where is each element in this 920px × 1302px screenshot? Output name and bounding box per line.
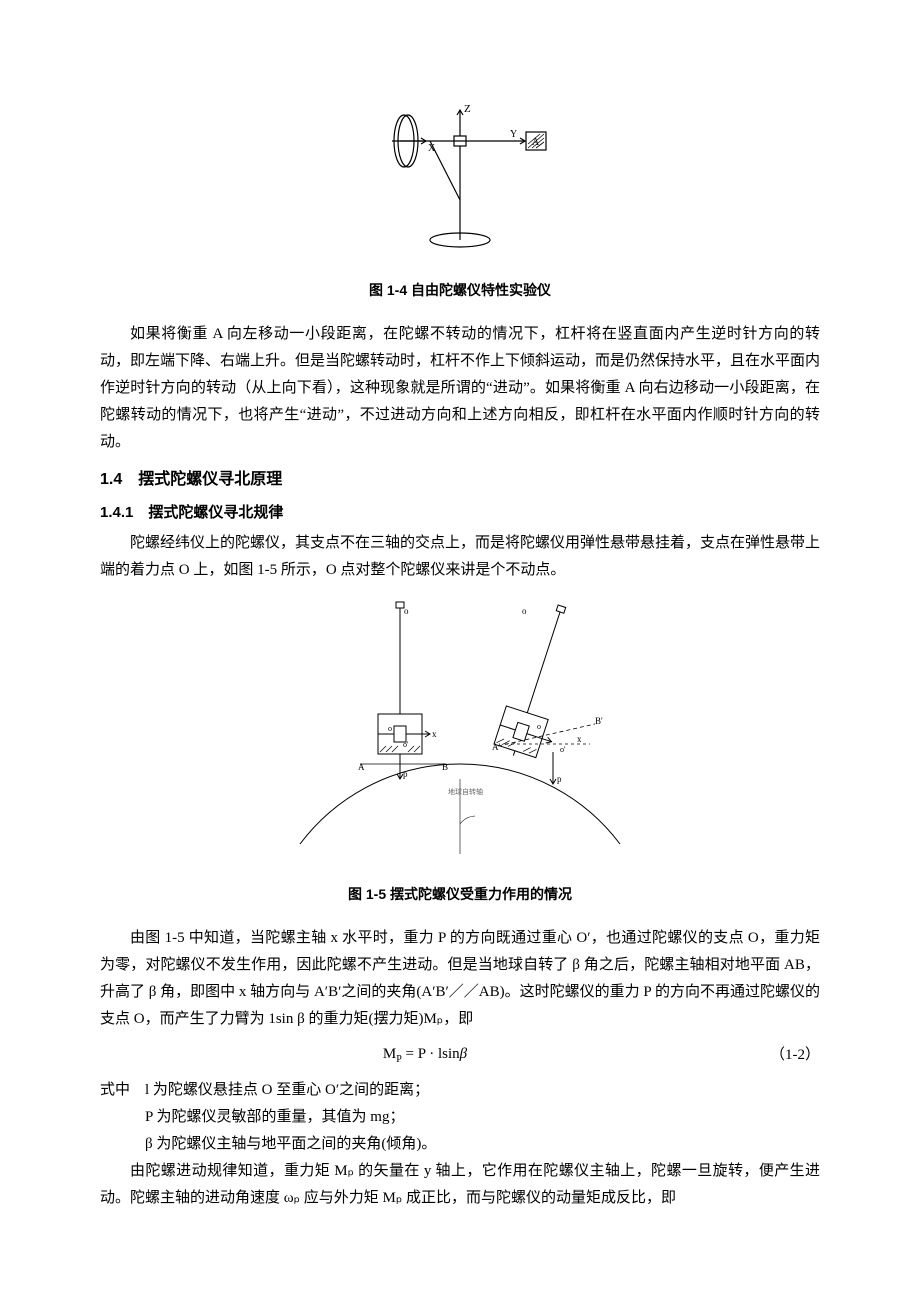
label-a-prime: A': [492, 742, 500, 752]
paragraph-gravity-moment: 由图 1-5 中知道，当陀螺主轴 x 水平时，重力 P 的方向既通过重心 O′，…: [100, 925, 820, 1033]
label-y: Y: [510, 129, 517, 140]
label-o-left-top: o: [404, 606, 409, 616]
def-line-beta: β 为陀螺仪主轴与地平面之间的夹角(倾角)。: [100, 1131, 820, 1158]
pendulum-gyro-earth-svg: o o x o' p A B o o x o' p A' B' 地球自转轴: [250, 594, 670, 864]
figure-1-4-caption: 图 1-4 自由陀螺仪特性实验仪: [100, 278, 820, 303]
label-o-right-top: o: [522, 606, 527, 616]
def-line-l: 式中 l 为陀螺仪悬挂点 O 至重心 O′之间的距离；: [100, 1077, 820, 1104]
gyroscope-apparatus-svg: Z X Y A: [360, 90, 560, 260]
label-b: B: [442, 762, 448, 772]
label-o-left: o: [388, 724, 392, 733]
label-earth-axis: 地球自转轴: [448, 787, 483, 796]
equation-eq-sign: =: [406, 1046, 418, 1062]
heading-1-4: 1.4 摆式陀螺仪寻北原理: [100, 466, 820, 495]
label-op-left: o': [403, 740, 409, 749]
label-b-prime: B': [595, 716, 603, 726]
figure-1-5: o o x o' p A B o o x o' p A' B' 地球自转轴: [100, 594, 820, 874]
label-op-right: o': [560, 745, 566, 754]
equation-1-2-row: MP = P · lsinβ （1-2）: [100, 1041, 820, 1069]
label-x-left: x: [432, 729, 437, 739]
label-x-right: x: [577, 734, 582, 744]
heading-1-4-1: 1.4.1 摆式陀螺仪寻北规律: [100, 499, 820, 526]
equation-1-2: MP = P · lsinβ: [100, 1041, 750, 1069]
label-x: X: [428, 143, 436, 154]
label-a: A: [358, 762, 365, 772]
paragraph-pendulum-intro: 陀螺经纬仪上的陀螺仪，其支点不在三轴的交点上，而是将陀螺仪用弹性悬带悬挂着，支点…: [100, 530, 820, 584]
label-z: Z: [464, 103, 471, 115]
label-o-right: o: [537, 722, 541, 731]
def-line-p: P 为陀螺仪灵敏部的重量，其值为 mg；: [100, 1104, 820, 1131]
equation-number: （1-2）: [750, 1042, 820, 1069]
label-a: A: [532, 137, 540, 148]
paragraph-precession: 如果将衡重 A 向左移动一小段距离，在陀螺不转动的情况下，杠杆将在竖直面内产生逆…: [100, 321, 820, 456]
figure-1-5-caption: 图 1-5 摆式陀螺仪受重力作用的情况: [100, 882, 820, 907]
paragraph-precession-law: 由陀螺进动规律知道，重力矩 Mₚ 的矢量在 y 轴上，它作用在陀螺仪主轴上，陀螺…: [100, 1158, 820, 1212]
figure-1-4: Z X Y A: [100, 90, 820, 270]
label-p-right: p: [557, 774, 562, 784]
label-p-left: p: [403, 769, 408, 779]
